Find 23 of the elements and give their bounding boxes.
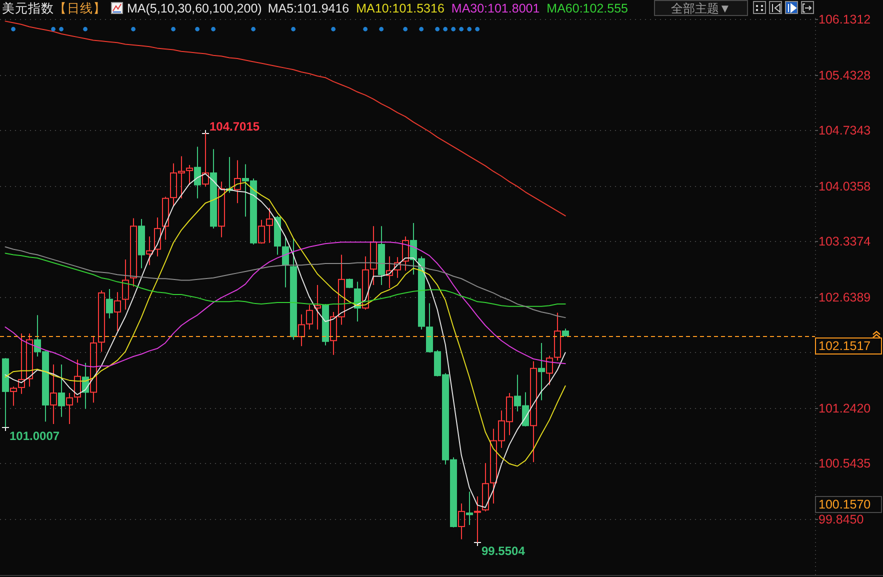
ref-line-label: 102.1517 (818, 339, 871, 353)
legend-item: MA60:102.555 (546, 2, 628, 16)
y-tick-label: 106.1312 (818, 12, 871, 26)
control: 全部主题▼ (654, 0, 748, 16)
ref-line-label: 102.1517 (815, 338, 882, 354)
legend-item: MA5:101.9416 (268, 2, 350, 16)
y-tick-label: 101.2420 (818, 402, 871, 416)
subtitle: 【日线】 (54, 2, 106, 16)
annotation: 99.5504 (482, 544, 525, 558)
y-tick-label: 99.8450 (818, 512, 864, 526)
annotation: 101.0007 (10, 429, 60, 443)
y-tick-label: 100.5435 (818, 456, 871, 470)
annotation: 100.1570 (815, 496, 882, 513)
legend-title: MA(5,10,30,60,100,200) (127, 2, 262, 16)
title: 美元指数 (2, 2, 54, 16)
annotation: 104.7015 (210, 120, 260, 134)
legend-item: MA30:101.8001 (451, 2, 540, 16)
y-tick-label: 104.0358 (818, 180, 871, 194)
y-tick-label: 104.7343 (818, 124, 871, 138)
y-tick-label: 103.3374 (818, 234, 871, 248)
legend-item: MA10:101.5316 (356, 2, 444, 16)
y-tick-label: 102.6389 (818, 290, 871, 304)
y-tick-label: 105.4328 (818, 68, 871, 82)
